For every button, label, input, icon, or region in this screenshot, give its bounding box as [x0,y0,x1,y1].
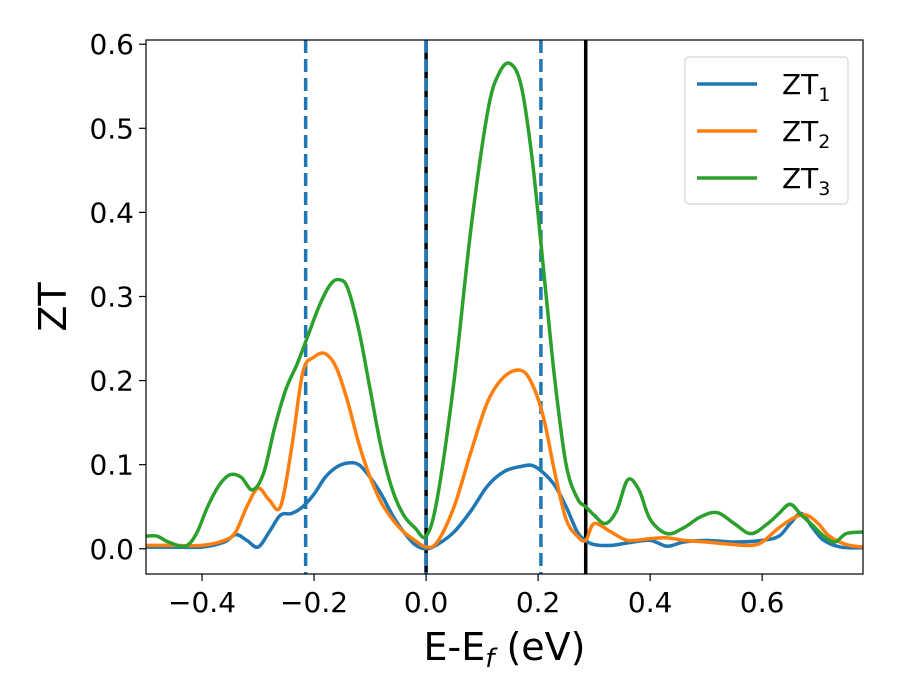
legend-items: ZT1 ZT2 ZT3 [697,68,830,200]
series-line-zt1 [146,460,863,551]
series-line-zt3 [146,61,863,549]
y-axis-title: ZT [31,282,75,332]
y-axis: 0.0 0.1 0.2 0.3 0.4 0.5 0.6 [89,28,146,566]
x-tick-label: −0.2 [280,586,348,619]
x-tick-label: 0.6 [740,586,785,619]
x-axis-title: E-Ef (eV) [424,625,586,674]
y-tick-label: 0.1 [89,449,134,482]
plot-frame [145,39,864,575]
y-tick-label: 0.6 [89,28,134,61]
y-tick-label: 0.5 [89,112,134,145]
series-lines [146,61,863,551]
x-tick-label: −0.4 [168,586,236,619]
legend: ZT1 ZT2 ZT3 [684,56,849,205]
legend-label: ZT1 [782,68,830,106]
legend-label: ZT2 [782,115,830,153]
y-tick-label: 0.0 [89,533,134,566]
y-tick-label: 0.4 [89,196,134,229]
legend-label: ZT3 [782,162,830,200]
x-tick-label: 0.4 [628,586,673,619]
x-axis: −0.4 −0.2 0.0 0.2 0.4 0.6 [168,574,784,619]
x-tick-label: 0.0 [404,586,449,619]
x-tick-label: 0.2 [516,586,561,619]
legend-box [684,56,849,205]
y-tick-label: 0.3 [89,280,134,313]
series-line-zt2 [146,351,863,550]
vertical-markers [303,40,588,574]
y-tick-label: 0.2 [89,365,134,398]
